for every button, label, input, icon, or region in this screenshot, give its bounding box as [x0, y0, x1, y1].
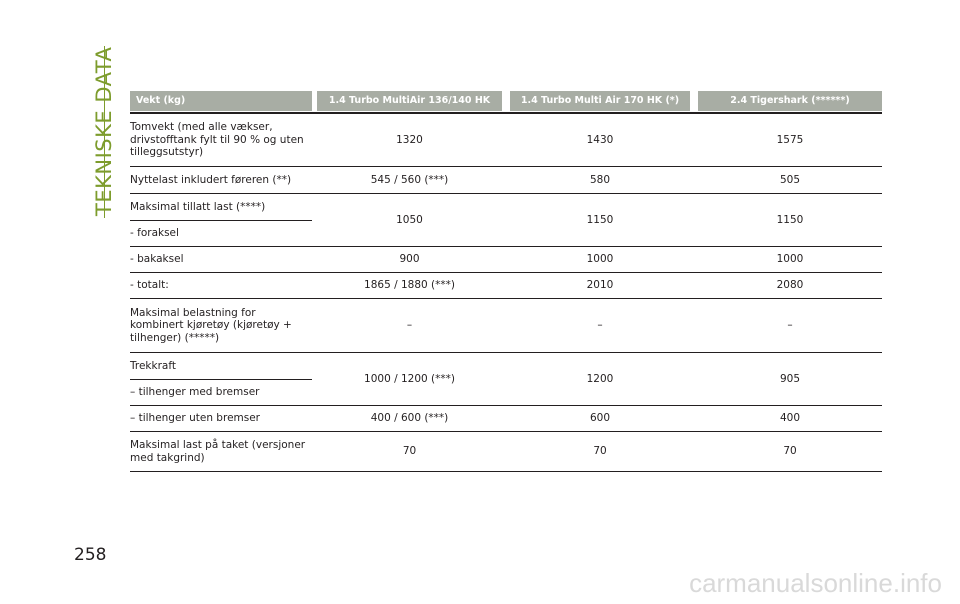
row-label: - totalt:	[130, 279, 169, 292]
row-value: 1430	[586, 133, 614, 146]
row-rule	[130, 166, 882, 167]
row-label: – tilhenger med bremser	[130, 385, 260, 398]
row-label: – tilhenger uten bremser	[130, 412, 260, 425]
row-label: Maksimal belastning for kombinert kjøret…	[130, 306, 292, 344]
row-rule	[130, 431, 882, 432]
row-value: 1575	[776, 133, 804, 146]
row-label: Maksimal last på taket (versjoner med ta…	[130, 439, 306, 464]
row-label: Nyttelast inkludert føreren (**)	[130, 173, 292, 186]
row-rule	[130, 352, 882, 353]
row-value: 1200	[586, 372, 614, 385]
row-label: Tomvekt (med alle vækser, drivstofftank …	[130, 121, 304, 159]
sub-rule	[130, 379, 312, 380]
row-rule	[130, 246, 882, 247]
header-cell: Vekt (kg)	[130, 91, 312, 111]
row-value: 1320	[396, 133, 423, 146]
row-rule	[130, 298, 882, 299]
row-value: 600	[589, 412, 611, 425]
row-value: 900	[399, 253, 420, 266]
row-value: 400	[779, 412, 801, 425]
row-value: 1150	[586, 213, 614, 226]
header-rule	[130, 112, 882, 114]
row-value: –	[406, 319, 413, 332]
row-rule	[130, 193, 882, 194]
row-value: 1150	[776, 213, 804, 226]
row-value: 1000	[586, 253, 614, 266]
row-rule	[130, 405, 882, 406]
row-label: - bakaksel	[130, 253, 184, 266]
row-value: 1050	[396, 213, 423, 226]
row-value: 70	[593, 445, 607, 458]
page-number: 258	[74, 545, 107, 565]
sub-rule	[130, 220, 312, 221]
row-value: 905	[779, 372, 801, 385]
row-value: 505	[779, 173, 801, 186]
row-value: –	[597, 319, 603, 332]
side-rule	[104, 46, 105, 218]
watermark: carmanualsonline.info	[689, 568, 942, 598]
row-rule	[130, 272, 882, 273]
row-label: Trekkraft	[130, 359, 176, 372]
header-cell: 1.4 Turbo Multi Air 170 HK (*)	[510, 91, 690, 111]
row-value: 580	[589, 173, 611, 186]
header-cell: 2.4 Tigershark (******)	[698, 91, 882, 111]
row-rule	[130, 471, 882, 472]
header-cell: 1.4 Turbo MultiAir 136/140 HK	[317, 91, 502, 111]
row-value: 1865 / 1880 (***)	[364, 279, 455, 292]
row-value: 400 / 600 (***)	[370, 412, 449, 425]
section-title: TEKNISKE DATA	[92, 46, 116, 216]
row-value: 545 / 560 (***)	[370, 173, 449, 186]
row-value: 2080	[776, 279, 804, 292]
row-label: - foraksel	[130, 226, 179, 239]
row-value: 1000 / 1200 (***)	[364, 372, 455, 385]
row-value: 70	[402, 445, 417, 458]
row-value: 2010	[586, 279, 614, 292]
row-value: 70	[783, 445, 797, 458]
row-value: –	[787, 319, 793, 332]
row-label: Maksimal tillatt last (****)	[130, 200, 266, 213]
row-value: 1000	[776, 253, 804, 266]
